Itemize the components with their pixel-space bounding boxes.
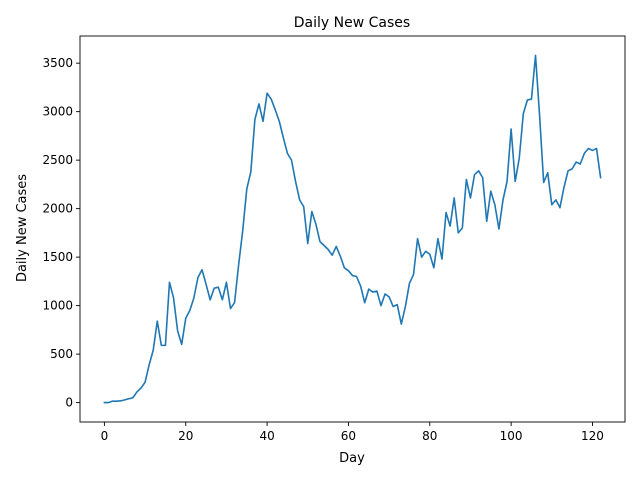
y-tick-label: 1000 bbox=[42, 299, 73, 313]
y-tick-label: 500 bbox=[50, 347, 73, 361]
x-tick-label: 60 bbox=[341, 429, 356, 443]
y-tick-label: 2000 bbox=[42, 202, 73, 216]
x-tick-label: 40 bbox=[259, 429, 274, 443]
x-tick-label: 100 bbox=[500, 429, 523, 443]
chart-title: Daily New Cases bbox=[294, 15, 410, 31]
x-tick-label: 120 bbox=[581, 429, 604, 443]
y-tick-label: 0 bbox=[65, 396, 73, 410]
x-tick-label: 0 bbox=[101, 429, 109, 443]
axes-frame bbox=[79, 35, 626, 423]
plot-area bbox=[79, 35, 626, 423]
series-line bbox=[103, 54, 602, 404]
y-tick-label: 3000 bbox=[42, 105, 73, 119]
y-tick-label: 2500 bbox=[42, 153, 73, 167]
x-axis-label: Day bbox=[339, 451, 365, 466]
y-axis: 0 500 1000 1500 2000 2500 3000 3500 bbox=[42, 56, 80, 410]
y-tick-label: 1500 bbox=[42, 250, 73, 264]
y-tick-label: 3500 bbox=[42, 56, 73, 70]
y-axis-label: Daily New Cases bbox=[15, 174, 30, 282]
x-tick-label: 20 bbox=[178, 429, 193, 443]
x-tick-label: 80 bbox=[422, 429, 437, 443]
x-axis: 0 20 40 60 80 100 120 bbox=[101, 422, 604, 443]
